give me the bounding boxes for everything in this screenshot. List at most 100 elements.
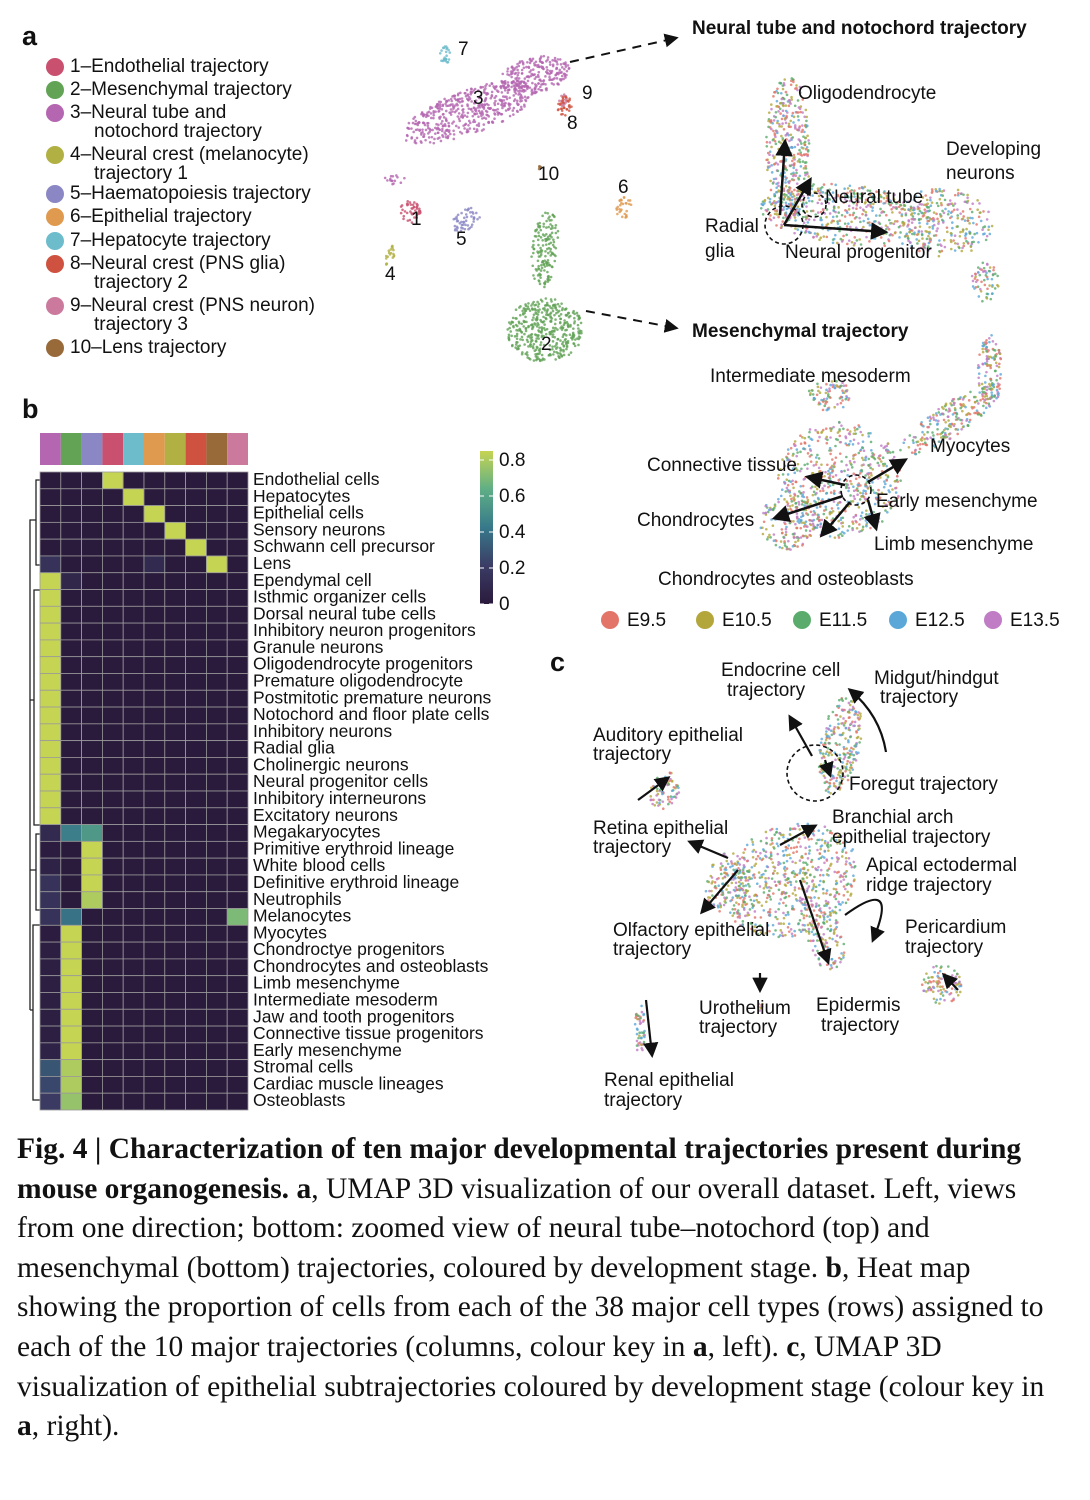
heat-cell (226, 1025, 249, 1044)
heat-cell (143, 924, 166, 943)
annotation: glia (705, 241, 735, 262)
heat-cell (185, 757, 207, 775)
heat-cell (164, 757, 187, 775)
row-label: Limb mesenchyme (253, 973, 400, 993)
heat-cell (205, 740, 228, 758)
cluster-label: 9 (582, 83, 593, 104)
heat-cell (185, 840, 207, 859)
heat-cell (39, 706, 62, 725)
column-color (206, 433, 228, 465)
heat-cell (122, 924, 145, 943)
annotation: trajectory (604, 1090, 683, 1111)
heat-cell (185, 555, 207, 574)
heat-cell (122, 589, 145, 607)
legend-label: 4–Neural crest (melanocyte) (70, 144, 309, 165)
heat-cell (60, 1042, 82, 1061)
heat-cell (81, 1025, 103, 1044)
row-label: Melanocytes (253, 906, 351, 926)
heat-cell (205, 924, 228, 943)
dendrogram (29, 479, 40, 1101)
heat-cell (185, 807, 207, 825)
heat-cell (185, 874, 207, 893)
heat-cell (122, 639, 145, 658)
heat-cell (226, 1092, 249, 1111)
legend-swatch (601, 611, 619, 629)
heat-cell (164, 505, 187, 523)
heat-cell (143, 975, 166, 993)
heat-cell (39, 773, 62, 792)
heat-cell (122, 1008, 145, 1027)
heat-cell (143, 656, 166, 674)
colorbar-label: 0.4 (499, 522, 526, 543)
heat-cell (122, 941, 145, 960)
heat-cell (143, 505, 166, 523)
heat-cell (102, 521, 124, 540)
heat-cell (205, 589, 228, 607)
heat-cell (81, 857, 103, 876)
heat-cell (60, 908, 82, 926)
heat-cell (39, 505, 62, 523)
heat-cell (164, 521, 187, 540)
heat-cell (122, 1092, 145, 1111)
annotation: trajectory (905, 937, 984, 958)
heat-cell (102, 924, 124, 943)
heat-cell (39, 757, 62, 775)
legend-label: 6–Epithelial trajectory (70, 206, 252, 227)
heat-cell (143, 673, 166, 691)
heat-cell (102, 1092, 124, 1111)
row-label: Excitatory neurons (253, 805, 398, 825)
heat-cell (81, 488, 103, 506)
heat-cell (226, 891, 249, 909)
heat-cell (39, 538, 62, 557)
heat-cell (60, 689, 82, 708)
heat-cell (39, 790, 62, 809)
heat-cell (102, 908, 124, 926)
heat-cell (164, 589, 187, 607)
heat-cell (81, 1042, 103, 1061)
annotation: Epidermis (816, 995, 900, 1016)
heat-cell (205, 1092, 228, 1111)
heat-cell (60, 958, 82, 977)
heat-cell (205, 639, 228, 658)
heat-cell (185, 706, 207, 725)
heat-cell (122, 1042, 145, 1061)
heat-cell (185, 773, 207, 792)
legend-label: trajectory 3 (94, 314, 188, 335)
row-label: Inhibitory interneurons (253, 788, 426, 808)
colorbar-label: 0 (499, 594, 510, 615)
arrows (637, 688, 959, 1059)
heat-cell (60, 773, 82, 792)
legend-swatch (46, 104, 64, 122)
annotation: epithelial trajectory (832, 827, 991, 848)
heat-cell (60, 505, 82, 523)
heat-cell (60, 924, 82, 943)
heat-cell (164, 740, 187, 758)
arrow (782, 176, 812, 226)
colorbar (480, 451, 493, 604)
cluster-label: 2 (541, 334, 552, 355)
heat-cell (205, 622, 228, 641)
heat-cell (226, 673, 249, 691)
row-label: Cholinergic neurons (253, 754, 409, 774)
heat-cell (60, 673, 82, 691)
heat-cell (81, 1008, 103, 1027)
heat-cell (81, 589, 103, 607)
annotation: trajectory (593, 744, 672, 765)
heat-cell (143, 824, 166, 842)
legend-label: trajectory 1 (94, 163, 188, 184)
heat-cell (81, 975, 103, 993)
row-label: Cardiac muscle lineages (253, 1073, 444, 1093)
annotation: Auditory epithelial (593, 725, 743, 746)
heat-cell (205, 975, 228, 993)
cluster-label: 7 (458, 39, 469, 60)
heat-cell (226, 908, 249, 926)
caption-ref: b (825, 1251, 842, 1284)
annotation: Early mesenchyme (876, 491, 1038, 512)
panel-letter: a (22, 21, 38, 51)
heat-cell (143, 874, 166, 893)
heat-cell (205, 857, 228, 876)
heat-cell (60, 1059, 82, 1077)
heat-cell (102, 723, 124, 742)
heat-cell (185, 1059, 207, 1077)
